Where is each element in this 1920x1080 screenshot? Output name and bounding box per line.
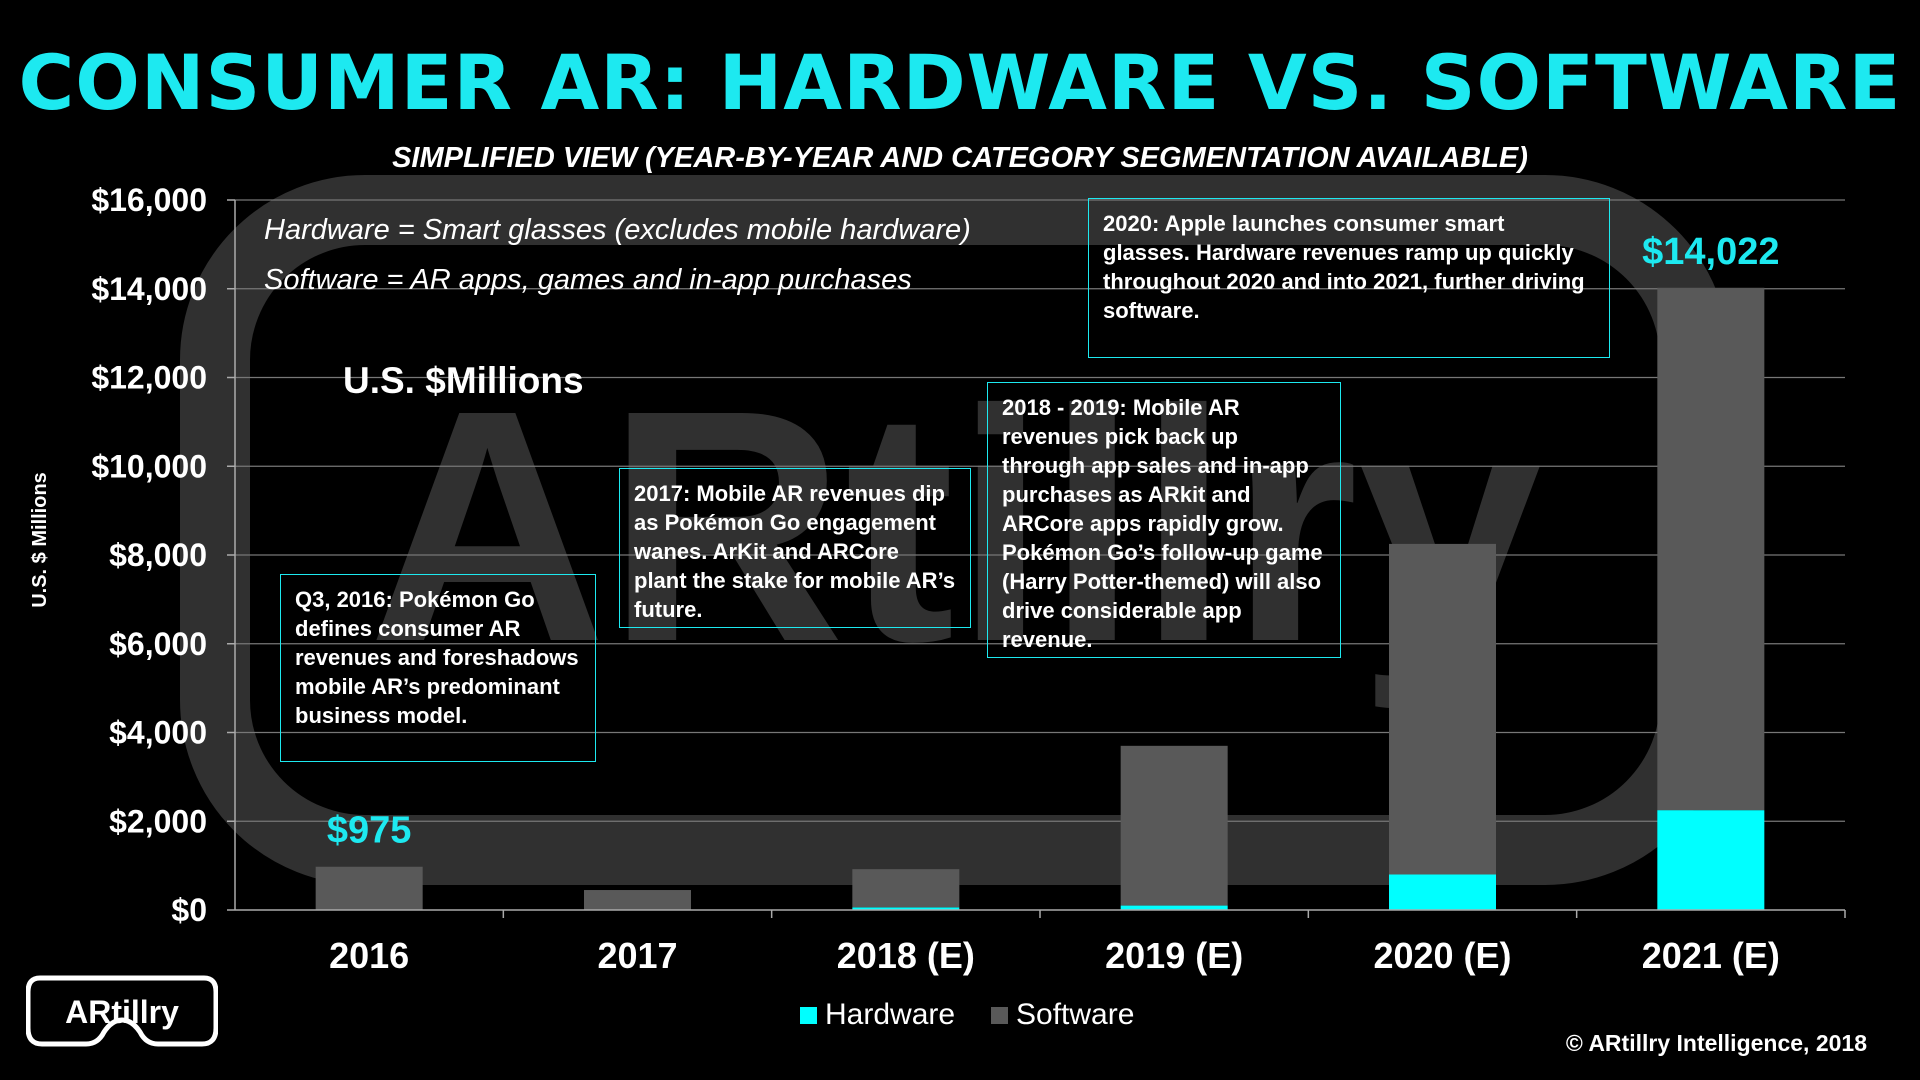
page-title: CONSUMER AR: HARDWARE VS. SOFTWARE bbox=[18, 38, 1902, 127]
bar-hardware-4 bbox=[1389, 874, 1496, 910]
bar-software-3 bbox=[1120, 745, 1228, 906]
y-tick-label: $10,000 bbox=[91, 448, 207, 484]
software-definition-note: Software = AR apps, games and in-app pur… bbox=[264, 264, 912, 296]
bar-software-5 bbox=[1657, 287, 1765, 811]
x-tick-label: 2021 (E) bbox=[1642, 935, 1780, 976]
y-axis-label: U.S. $ Millions bbox=[29, 472, 51, 608]
y-tick-label: $12,000 bbox=[91, 360, 207, 396]
callout-2020: 2020: Apple launches consumer smart glas… bbox=[1088, 198, 1610, 358]
legend-software: Software bbox=[991, 998, 1134, 1032]
x-tick-label: 2019 (E) bbox=[1105, 935, 1243, 976]
bar-hardware-2 bbox=[852, 907, 960, 910]
y-tick-label: $0 bbox=[171, 892, 207, 928]
legend-hardware-label: Hardware bbox=[825, 998, 956, 1031]
callout-2018-2019: 2018 - 2019: Mobile AR revenues pick bac… bbox=[987, 382, 1341, 658]
x-tick-label: 2016 bbox=[329, 935, 409, 976]
bar-software-1 bbox=[584, 890, 691, 910]
bar-software-2 bbox=[852, 869, 960, 908]
copyright: © ARtillry Intelligence, 2018 bbox=[1565, 1030, 1867, 1056]
hardware-swatch bbox=[800, 1006, 817, 1024]
data-label: $975 bbox=[327, 810, 412, 852]
x-tick-label: 2017 bbox=[597, 935, 677, 976]
y-tick-label: $14,000 bbox=[91, 271, 207, 307]
x-tick-label: 2020 (E) bbox=[1373, 935, 1511, 976]
y-tick-label: $16,000 bbox=[91, 182, 207, 218]
bar-hardware-5 bbox=[1657, 810, 1765, 910]
svg-text:ARtillry: ARtillry bbox=[368, 341, 1544, 712]
artillry-logo: ARtillry bbox=[25, 966, 219, 1056]
legend-hardware: Hardware bbox=[800, 998, 955, 1032]
callout-2016: Q3, 2016: Pokémon Go defines consumer AR… bbox=[280, 574, 596, 762]
bar-hardware-3 bbox=[1120, 905, 1228, 910]
y-tick-label: $8,000 bbox=[109, 537, 207, 573]
y-tick-label: $4,000 bbox=[109, 715, 207, 751]
x-tick-label: 2018 (E) bbox=[837, 935, 975, 976]
data-label: $14,022 bbox=[1642, 231, 1779, 273]
unit-label: U.S. $Millions bbox=[343, 360, 584, 401]
y-tick-label: $6,000 bbox=[109, 626, 207, 662]
logo-text: ARtillry bbox=[65, 994, 179, 1030]
hardware-definition-note: Hardware = Smart glasses (excludes mobil… bbox=[264, 214, 971, 246]
callout-2017: 2017: Mobile AR revenues dip as Pokémon … bbox=[619, 468, 971, 628]
page-subtitle: SIMPLIFIED VIEW (YEAR-BY-YEAR AND CATEGO… bbox=[392, 142, 1528, 174]
bar-software-0 bbox=[315, 866, 423, 910]
legend-software-label: Software bbox=[1016, 998, 1135, 1031]
y-tick-label: $2,000 bbox=[109, 803, 207, 839]
software-swatch bbox=[991, 1006, 1008, 1024]
bar-software-4 bbox=[1389, 543, 1496, 875]
